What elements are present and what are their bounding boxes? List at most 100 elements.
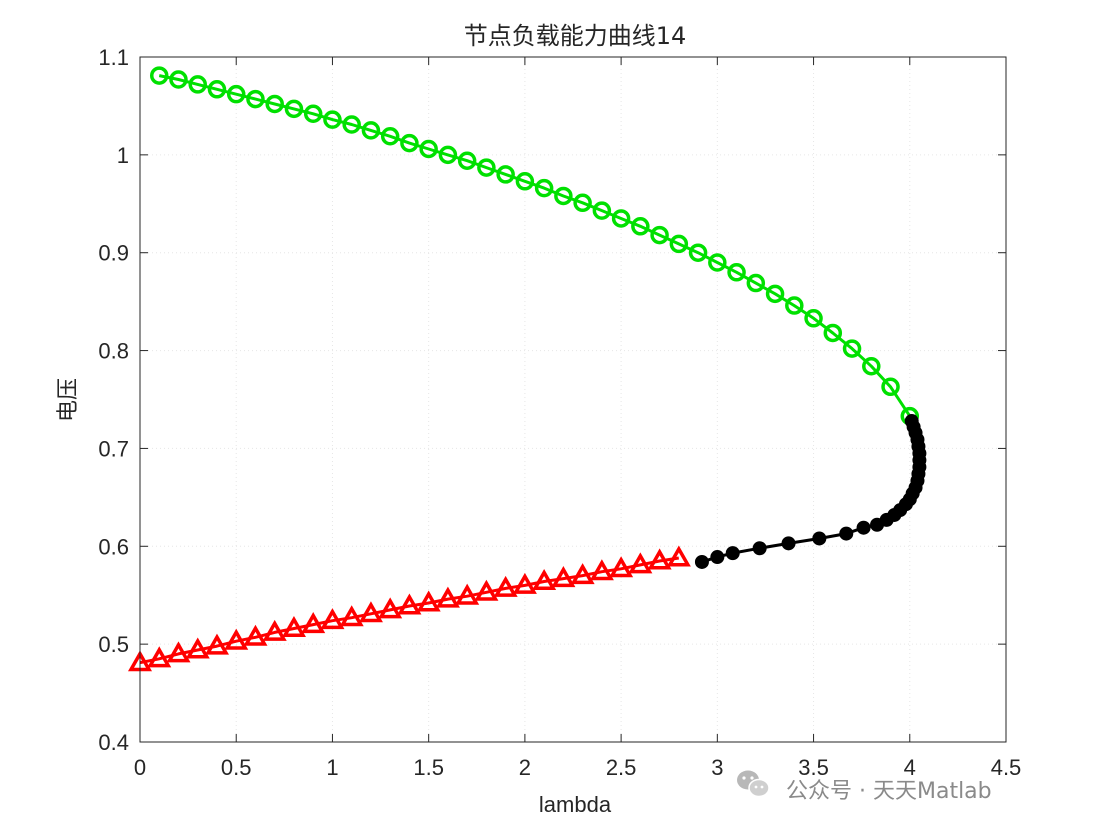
watermark: 公众号 · 天天Matlab: [737, 770, 992, 804]
series-layer: [127, 66, 927, 672]
tick-marks: [139, 56, 1007, 743]
y-tick-label: 0.6: [98, 534, 129, 559]
data-point: [400, 133, 419, 153]
data-point: [246, 89, 265, 109]
data-point: [628, 552, 653, 574]
x-tick-labels: 0 0.5 1 1.5 2 2.5 3 3.5 4 4.5: [134, 755, 1021, 780]
data-point: [358, 601, 383, 623]
data-point: [551, 566, 576, 588]
data-point: [532, 568, 557, 591]
data-point: [339, 605, 364, 627]
x-tick-label: 3: [711, 755, 723, 780]
data-point: [856, 520, 871, 535]
data-point: [493, 575, 518, 597]
data-point: [812, 531, 827, 546]
data-point: [611, 209, 631, 228]
data-point: [870, 517, 885, 532]
data-point: [515, 172, 535, 191]
y-tick-label: 0.8: [98, 339, 129, 364]
y-tick-labels: 0.4 0.5 0.6 0.7 0.8 0.9 1 1.1: [98, 45, 129, 755]
data-point: [188, 75, 207, 94]
data-point: [752, 541, 767, 556]
x-tick-label: 1: [326, 755, 338, 780]
data-point: [746, 273, 766, 293]
data-point: [862, 356, 881, 376]
x-tick-label: 0: [134, 755, 146, 780]
series-2: [127, 545, 691, 672]
data-point: [265, 94, 284, 114]
data-point: [149, 66, 169, 85]
data-point: [455, 583, 480, 605]
data-point: [589, 559, 614, 581]
data-point: [666, 545, 691, 567]
data-point: [224, 628, 249, 650]
data-point: [592, 201, 612, 220]
data-point: [609, 556, 634, 578]
data-point: [727, 263, 746, 282]
data-point: [284, 99, 304, 119]
data-point: [570, 563, 595, 585]
data-point: [669, 234, 689, 254]
data-point: [477, 158, 496, 177]
data-point: [243, 624, 268, 646]
data-point: [710, 550, 725, 565]
data-point: [378, 597, 403, 619]
data-point: [842, 339, 862, 358]
series-1: [694, 414, 927, 569]
data-point: [881, 377, 900, 397]
data-point: [301, 612, 326, 634]
data-point: [438, 145, 458, 165]
data-point: [185, 637, 210, 659]
data-point: [694, 554, 709, 569]
data-point: [380, 127, 400, 146]
data-point: [725, 546, 740, 561]
data-point: [804, 309, 823, 328]
y-tick-label: 1.1: [98, 45, 129, 70]
data-point: [226, 84, 246, 104]
watermark-text: 公众号 · 天天Matlab: [786, 779, 992, 804]
data-point: [688, 243, 708, 262]
data-point: [496, 165, 515, 184]
series-line: [158, 74, 912, 417]
data-point: [281, 615, 306, 637]
data-point: [169, 70, 188, 89]
data-point: [262, 619, 287, 641]
y-tick-label: 0.4: [98, 730, 129, 755]
plot-area: 0 0.5 1 1.5 2 2.5 3 3.5 4 4.5 0.4 0.5 0.6 0.7 0.8 0.9 1…: [98, 45, 1021, 780]
axes-background: [140, 57, 1006, 742]
data-point: [457, 151, 477, 170]
y-tick-label: 0.5: [98, 632, 129, 657]
data-point: [323, 110, 342, 129]
y-tick-label: 0.7: [98, 436, 129, 461]
data-point: [839, 526, 854, 541]
data-point: [781, 536, 796, 551]
data-point: [320, 608, 345, 630]
data-point: [708, 253, 727, 272]
data-point: [207, 80, 227, 99]
data-point: [631, 217, 650, 236]
data-point: [435, 586, 460, 608]
x-tick-label: 1.5: [413, 755, 444, 780]
data-point: [765, 284, 785, 304]
y-axis-label: 电压: [55, 378, 80, 422]
y-tick-label: 0.9: [98, 241, 129, 266]
data-point: [573, 193, 592, 213]
data-point: [512, 572, 537, 594]
data-point: [303, 104, 323, 124]
data-point: [650, 225, 669, 245]
data-point: [647, 548, 672, 570]
y-tick-label: 1: [117, 143, 129, 168]
data-point: [474, 579, 499, 601]
data-point: [397, 593, 422, 615]
data-point: [419, 139, 438, 159]
chart-title: 节点负载能力曲线14: [464, 22, 687, 50]
axes-box: [139, 56, 1007, 743]
series-0: [149, 66, 920, 426]
data-point: [416, 590, 441, 612]
x-tick-label: 2: [519, 755, 531, 780]
data-point: [554, 186, 573, 206]
data-point: [342, 115, 361, 134]
data-point: [147, 646, 172, 668]
x-tick-label: 3.5: [798, 755, 829, 780]
